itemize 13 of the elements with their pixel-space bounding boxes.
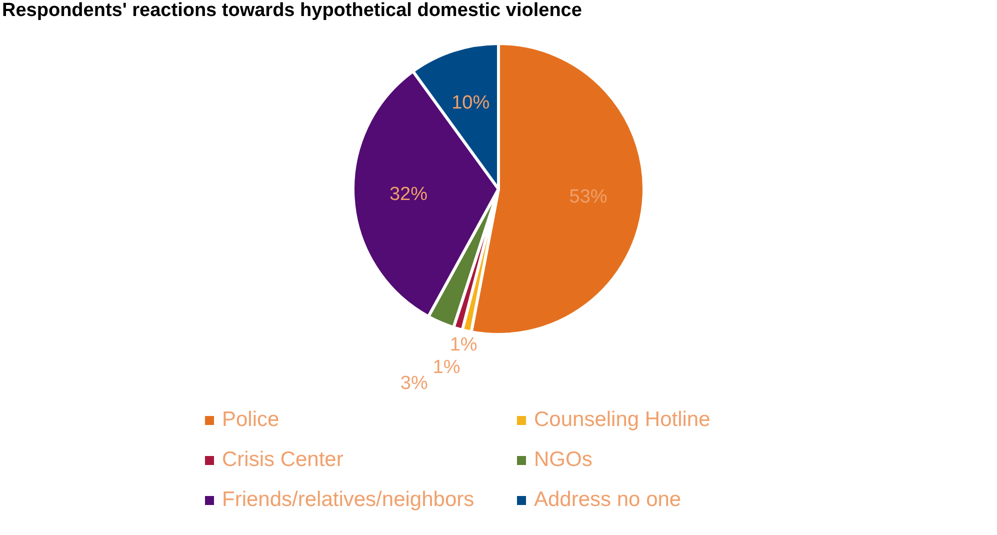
legend-label: Address no one: [534, 488, 682, 512]
data-label: 3%: [400, 373, 428, 394]
legend-label: Police: [222, 408, 280, 432]
data-label: 1%: [450, 334, 478, 356]
legend-label: Counseling Hotline: [534, 408, 710, 432]
data-label: 1%: [432, 357, 460, 378]
data-label: 53%: [569, 186, 608, 208]
legend-label: Crisis Center: [222, 448, 344, 472]
legend-label: Friends/relatives/neighbors: [222, 488, 474, 512]
data-label: 32%: [389, 184, 428, 205]
chart-title: Respondents' reactions towards hypothetical domestic violence: [2, 0, 582, 22]
data-label: 10%: [452, 92, 490, 114]
legend-label: NGOs: [534, 448, 592, 472]
